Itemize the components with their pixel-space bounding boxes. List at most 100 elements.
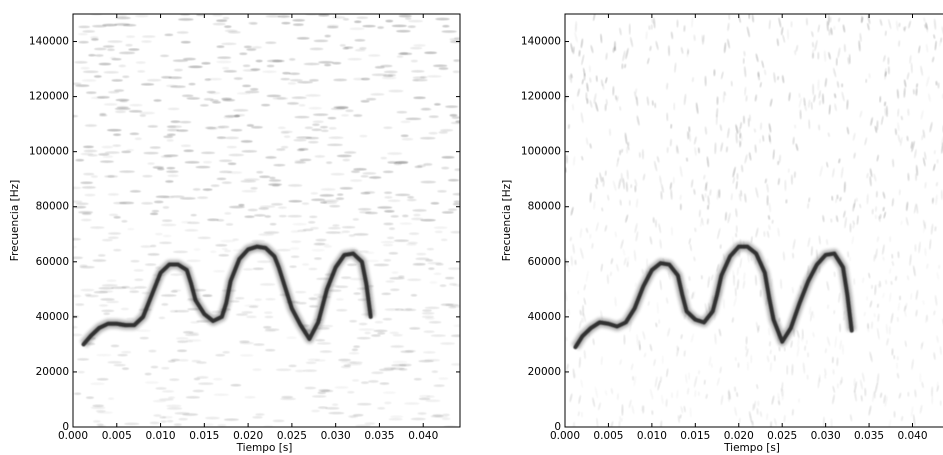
noise <box>186 97 201 100</box>
noise <box>246 48 257 51</box>
noise <box>866 193 869 205</box>
noise <box>388 227 395 231</box>
noise <box>419 394 431 398</box>
noise <box>428 267 435 270</box>
noise <box>925 76 930 87</box>
noise <box>619 27 622 36</box>
noise <box>129 290 140 294</box>
noise <box>769 421 772 427</box>
noise <box>833 67 837 78</box>
noise <box>438 67 449 70</box>
noise <box>601 176 604 182</box>
noise <box>697 391 700 396</box>
noise <box>113 248 122 252</box>
noise <box>888 19 892 30</box>
noise <box>309 215 318 219</box>
noise <box>849 414 853 422</box>
noise <box>754 144 757 154</box>
noise <box>216 177 227 181</box>
x-tick-label: 0.000 <box>58 430 88 442</box>
noise <box>84 293 92 297</box>
noise <box>259 205 276 208</box>
noise <box>750 236 753 244</box>
y-tick-label: 120000 <box>29 91 69 103</box>
y-axis-label: Frecuencia [Hz] <box>9 180 21 261</box>
noise <box>195 165 211 169</box>
noise <box>366 259 379 263</box>
noise <box>883 394 886 404</box>
noise <box>119 51 136 55</box>
noise <box>914 389 917 398</box>
noise <box>909 254 912 266</box>
noise <box>250 186 258 190</box>
noise <box>359 47 367 50</box>
noise <box>935 182 938 187</box>
noise <box>580 112 584 124</box>
noise <box>418 397 431 401</box>
noise <box>750 256 753 262</box>
noise <box>855 197 858 202</box>
noise <box>74 61 88 64</box>
noise <box>332 403 339 407</box>
noise <box>340 276 352 279</box>
noise <box>301 202 310 205</box>
noise <box>374 66 385 69</box>
noise <box>658 223 662 234</box>
noise <box>114 110 126 114</box>
noise <box>430 334 446 337</box>
noise <box>921 134 924 141</box>
noise <box>233 77 243 80</box>
noise <box>578 356 581 369</box>
noise <box>738 126 741 133</box>
noise <box>719 244 722 249</box>
noise <box>923 221 927 234</box>
noise <box>824 348 827 354</box>
noise <box>827 304 830 309</box>
noise <box>879 96 882 103</box>
noise <box>698 370 701 375</box>
noise <box>670 124 673 129</box>
noise <box>791 363 794 376</box>
noise <box>332 224 340 227</box>
noise <box>872 390 875 403</box>
noise <box>918 45 921 54</box>
noise <box>126 317 134 321</box>
noise <box>896 372 900 379</box>
noise <box>589 99 593 108</box>
noise <box>374 320 384 324</box>
noise <box>289 265 297 268</box>
noise <box>115 16 131 20</box>
noise <box>410 59 418 63</box>
noise <box>731 236 735 249</box>
noise <box>831 195 834 201</box>
noise <box>807 202 810 209</box>
noise <box>220 239 236 243</box>
noise <box>312 113 329 116</box>
noise <box>217 125 230 129</box>
noise <box>75 158 85 162</box>
noise <box>173 423 182 426</box>
noise <box>580 247 584 260</box>
noise <box>768 341 772 347</box>
noise <box>928 93 931 102</box>
noise <box>686 47 689 58</box>
noise <box>263 326 272 329</box>
noise <box>858 40 861 52</box>
noise <box>318 14 330 17</box>
noise <box>396 55 404 58</box>
noise <box>756 384 759 390</box>
noise <box>600 310 603 320</box>
noise <box>229 300 240 303</box>
noise <box>442 24 450 28</box>
noise <box>628 199 631 206</box>
noise <box>289 78 303 82</box>
noise <box>612 180 617 192</box>
noise <box>833 271 836 278</box>
noise <box>308 221 316 224</box>
noise <box>768 123 772 133</box>
y-tick-label: 100000 <box>521 146 561 158</box>
noise <box>265 348 276 352</box>
noise <box>741 164 744 173</box>
noise <box>708 356 712 367</box>
noise <box>298 104 306 107</box>
